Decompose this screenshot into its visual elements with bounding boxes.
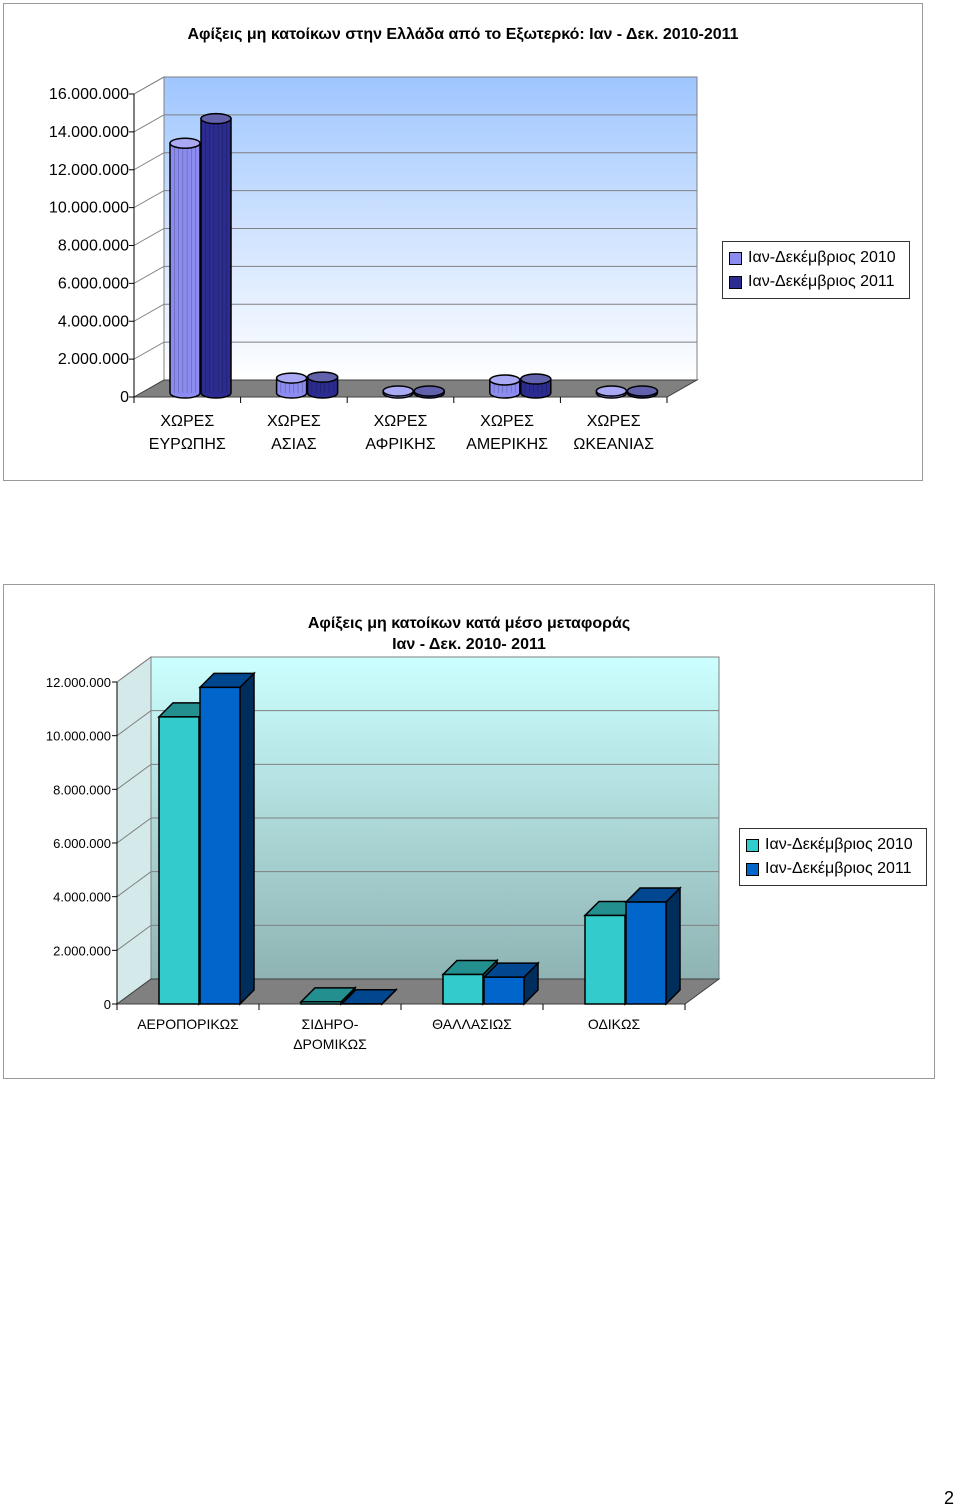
bar bbox=[443, 974, 483, 1004]
y-tick-label: 0 bbox=[120, 389, 129, 406]
legend-item: Ιαν-Δεκέμβριος 2010 bbox=[729, 246, 903, 270]
bar-top bbox=[308, 372, 338, 382]
bar-top bbox=[383, 386, 413, 396]
y-tick-label: 6.000.000 bbox=[58, 275, 129, 292]
x-category-label: ΑΣΙΑΣ bbox=[271, 436, 317, 453]
x-category-label: ΕΥΡΩΠΗΣ bbox=[149, 436, 226, 453]
x-category-label: ΩΚΕΑΝΙΑΣ bbox=[573, 436, 654, 453]
bar-side bbox=[666, 888, 680, 1004]
y-tick-label: 8.000.000 bbox=[53, 782, 111, 797]
y-tick-label: 12.000.000 bbox=[49, 162, 129, 179]
bar-side bbox=[240, 673, 254, 1004]
x-category-label: ΧΩΡΕΣ bbox=[267, 413, 321, 430]
legend-label: Ιαν-Δεκέμβριος 2010 bbox=[748, 249, 896, 267]
x-category-label: ΧΩΡΕΣ bbox=[374, 413, 428, 430]
y-tick-label: 10.000.000 bbox=[49, 200, 129, 217]
y-tick-label: 4.000.000 bbox=[53, 890, 111, 905]
x-category-label: ΑΦΡΙΚΗΣ bbox=[365, 436, 435, 453]
x-category-label: ΔΡΟΜΙΚΩΣ bbox=[293, 1036, 367, 1052]
legend-label: Ιαν-Δεκέμβριος 2011 bbox=[765, 860, 912, 878]
x-category-label: ΟΔΙΚΩΣ bbox=[588, 1016, 641, 1032]
chart-panel-transport: Αφίξεις μη κατοίκων κατά μέσο μεταφοράς … bbox=[3, 584, 935, 1079]
y-tick-label: 0 bbox=[104, 997, 111, 1012]
x-category-label: ΧΩΡΕΣ bbox=[587, 413, 641, 430]
y-tick-label: 10.000.000 bbox=[46, 729, 111, 744]
bar bbox=[159, 717, 199, 1004]
chart-legend-transport: Ιαν-Δεκέμβριος 2010 Ιαν-Δεκέμβριος 2011 bbox=[739, 828, 927, 886]
y-tick-label: 14.000.000 bbox=[49, 124, 129, 141]
legend-item: Ιαν-Δεκέμβριος 2011 bbox=[729, 270, 903, 294]
legend-swatch bbox=[746, 863, 759, 876]
y-tick-label: 4.000.000 bbox=[58, 313, 129, 330]
bar-top bbox=[627, 386, 657, 396]
bar-top bbox=[201, 114, 231, 124]
x-category-label: ΘΑΛΛΑΣΙΩΣ bbox=[432, 1016, 512, 1032]
bar-top bbox=[596, 386, 626, 396]
x-category-label: ΧΩΡΕΣ bbox=[160, 413, 214, 430]
chart-legend-regions: Ιαν-Δεκέμβριος 2010 Ιαν-Δεκέμβριος 2011 bbox=[722, 241, 910, 299]
y-tick-label: 12.000.000 bbox=[46, 675, 111, 690]
legend-label: Ιαν-Δεκέμβριος 2011 bbox=[748, 273, 895, 291]
chart-panel-regions: Αφίξεις μη κατοίκων στην Ελλάδα από το Ε… bbox=[3, 3, 923, 481]
legend-swatch bbox=[729, 252, 742, 265]
legend-swatch bbox=[729, 276, 742, 289]
x-category-label: ΧΩΡΕΣ bbox=[480, 413, 534, 430]
legend-swatch bbox=[746, 839, 759, 852]
y-tick-label: 8.000.000 bbox=[58, 238, 129, 255]
x-category-label: ΑΕΡΟΠΟΡΙΚΩΣ bbox=[137, 1016, 239, 1032]
bar-top bbox=[277, 373, 307, 383]
bar-top bbox=[414, 386, 444, 396]
bar bbox=[301, 1002, 341, 1004]
x-category-label: ΑΜΕΡΙΚΗΣ bbox=[466, 436, 548, 453]
bar-top bbox=[170, 138, 200, 148]
legend-label: Ιαν-Δεκέμβριος 2010 bbox=[765, 836, 913, 854]
bar-top bbox=[490, 375, 520, 385]
bar bbox=[200, 687, 240, 1004]
legend-item: Ιαν-Δεκέμβριος 2011 bbox=[746, 857, 920, 881]
bar-top bbox=[521, 374, 551, 384]
y-tick-label: 6.000.000 bbox=[53, 836, 111, 851]
bar bbox=[484, 977, 524, 1004]
bar bbox=[585, 915, 625, 1004]
legend-item: Ιαν-Δεκέμβριος 2010 bbox=[746, 833, 920, 857]
y-tick-label: 2.000.000 bbox=[53, 943, 111, 958]
y-tick-label: 2.000.000 bbox=[58, 351, 129, 368]
bar bbox=[626, 902, 666, 1004]
x-category-label: ΣΙΔΗΡΟ- bbox=[302, 1016, 359, 1032]
y-tick-label: 16.000.000 bbox=[49, 86, 129, 103]
